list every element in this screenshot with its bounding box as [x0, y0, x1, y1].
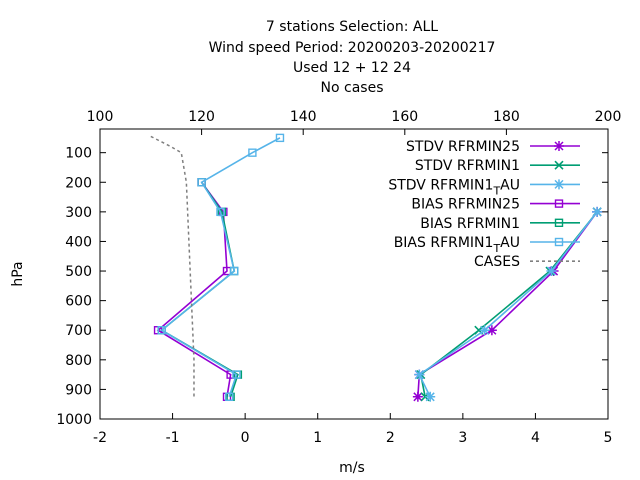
legend-label-suffix: AU [500, 235, 520, 251]
legend-item: BIAS RFRMIN1 [420, 216, 580, 232]
data-point-marker [157, 326, 166, 335]
series-6 [150, 135, 195, 397]
data-point-marker [554, 179, 564, 190]
x-tick-label: 4 [531, 430, 540, 446]
series-line [160, 137, 281, 398]
x2-tick-label: 140 [290, 109, 317, 125]
data-point-marker [554, 199, 564, 208]
y-tick-label: 700 [65, 323, 92, 339]
legend-item: STDV RFRMIN1TAU [388, 177, 580, 197]
legend-item: STDV RFRMIN1 [415, 158, 580, 174]
data-point-marker [479, 325, 490, 336]
data-point-marker [554, 160, 564, 170]
data-point-marker [230, 266, 239, 276]
data-point-marker [248, 148, 257, 157]
data-point-marker [554, 218, 564, 228]
legend-item: CASES [474, 254, 580, 270]
legend-item: STDV RFRMIN25 [406, 139, 580, 155]
data-point-marker [414, 369, 425, 380]
legend-label: STDV RFRMIN25 [406, 139, 520, 155]
legend-item: BIAS RFRMIN25 [411, 197, 580, 213]
legend-label-suffix: AU [500, 177, 520, 193]
data-point-marker [232, 370, 241, 379]
x2-tick-label: 180 [493, 109, 520, 125]
y-tick-label: 400 [65, 234, 92, 250]
legend-item: BIAS RFRMIN1TAU [394, 235, 580, 255]
y-axis-label: hPa [10, 261, 26, 286]
data-point-marker [224, 392, 234, 402]
legend-label: BIAS RFRMIN1TAU [394, 235, 520, 255]
y-tick-label: 100 [65, 146, 92, 162]
x2-tick-label: 200 [595, 109, 622, 125]
data-point-marker [275, 133, 285, 143]
y-tick-label: 600 [65, 294, 92, 310]
series-4 [157, 178, 243, 402]
y-tick-label: 500 [65, 264, 92, 280]
x-tick-label: -2 [93, 430, 107, 446]
title-line-3: Used 12 + 12 24 [293, 60, 411, 76]
data-point-marker [425, 391, 436, 402]
data-point-marker [486, 325, 497, 336]
legend-label: STDV RFRMIN1 [415, 158, 520, 174]
chart-title: 7 stations Selection: ALL Wind speed Per… [209, 19, 496, 96]
title-line-2: Wind speed Period: 20200203-20200217 [209, 40, 496, 56]
plot-frame [99, 128, 609, 420]
y-tick-label: 800 [65, 353, 92, 369]
data-point-marker [592, 206, 603, 217]
x-tick-label: 2 [386, 430, 395, 446]
title-line-4: No cases [321, 80, 384, 96]
x-tick-label: 5 [604, 430, 613, 446]
legend-label: STDV RFRMIN1TAU [388, 177, 520, 197]
axes: -2 -1 0 1 2 3 4 5 100 120 140 160 180 200 100 200 300 400… [56, 109, 621, 446]
x-axis-label: m/s [339, 460, 365, 476]
x-tick-label: 0 [241, 430, 250, 446]
legend-label-subscript: T [492, 184, 500, 197]
data-point-marker [546, 266, 557, 277]
x-tick-label: -1 [166, 430, 180, 446]
x2-tick-label: 100 [87, 109, 114, 125]
y-tick-label: 1000 [56, 412, 92, 428]
data-point-marker [197, 178, 206, 187]
legend-label: CASES [474, 254, 520, 270]
x2-tick-label: 160 [391, 109, 418, 125]
x-tick-label: 1 [313, 430, 322, 446]
legend-label: BIAS RFRMIN1 [420, 216, 520, 232]
series-2 [414, 206, 603, 402]
x2-tick-label: 120 [188, 109, 215, 125]
legend-label-main: STDV RFRMIN1 [388, 177, 493, 193]
data-point-marker [216, 207, 225, 217]
y-tick-label: 200 [65, 175, 92, 191]
data-point-marker [412, 391, 423, 402]
data-point-marker [554, 141, 564, 151]
series-line [150, 135, 195, 397]
legend-label: BIAS RFRMIN25 [411, 197, 520, 213]
data-point-marker [554, 237, 564, 247]
title-line-1: 7 stations Selection: ALL [266, 19, 438, 35]
x-tick-label: 3 [458, 430, 467, 446]
y-tick-label: 300 [65, 205, 92, 221]
legend-label-main: BIAS RFRMIN1 [394, 235, 494, 251]
series-5 [157, 133, 285, 402]
legend-label-subscript: T [492, 242, 500, 255]
series-layer [150, 133, 603, 402]
y-tick-label: 900 [65, 382, 92, 398]
